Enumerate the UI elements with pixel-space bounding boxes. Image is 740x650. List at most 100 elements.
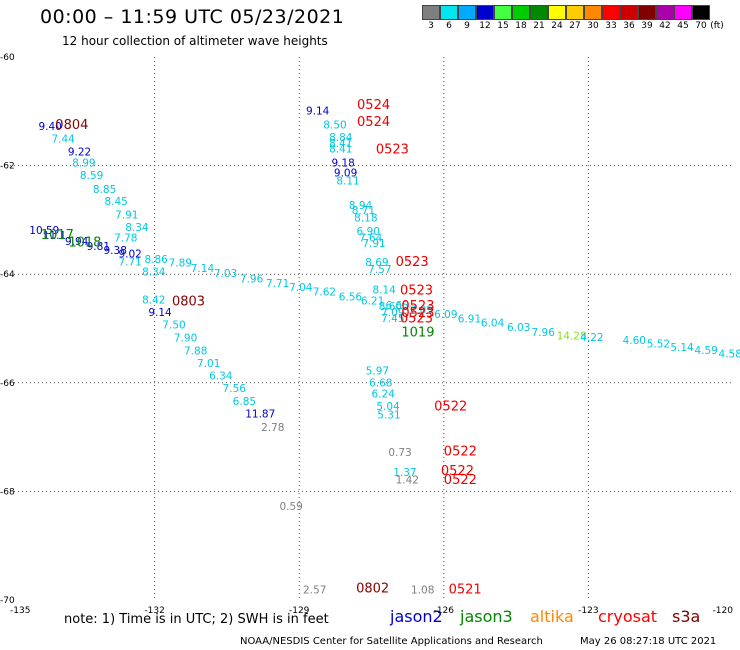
x-tick-label: -123 xyxy=(578,606,598,616)
time-label: 0522 xyxy=(441,464,474,479)
time-label: 1019 xyxy=(401,326,434,341)
swh-label: 9.14 xyxy=(306,106,330,118)
legend-swatch xyxy=(620,5,638,20)
legend-label: 27 xyxy=(569,21,581,31)
footer-note: note: 1) Time is in UTC; 2) SWH is in fe… xyxy=(64,612,329,627)
x-tick-label: -129 xyxy=(289,606,310,616)
swh-label: 7.09 xyxy=(381,307,404,319)
swh-label: 4.59 xyxy=(694,345,717,357)
legend-label: 12 xyxy=(479,21,491,31)
swh-label: 2.78 xyxy=(261,422,284,434)
legend-label: 36 xyxy=(623,21,635,31)
y-tick-label: -68 xyxy=(0,487,15,497)
swh-label: 7.03 xyxy=(214,268,237,280)
swh-label: 6.09 xyxy=(434,309,457,321)
swh-label: 1.42 xyxy=(396,474,419,486)
legend-swatch xyxy=(530,5,548,20)
swh-label: 6.56 xyxy=(339,291,363,303)
swh-label: 8.14 xyxy=(372,285,396,297)
swh-label: 7.91 xyxy=(362,238,385,250)
swh-label: 8.85 xyxy=(93,184,116,196)
swh-label: 5.04 xyxy=(376,401,400,413)
swh-label: 6.03 xyxy=(507,322,530,334)
x-tick-label: -135 xyxy=(10,606,30,616)
legend-label: 21 xyxy=(533,21,545,31)
swh-label: 5.52 xyxy=(647,339,670,351)
legend-satellite-s3a: s3a xyxy=(672,607,701,626)
swh-label: 7.45 xyxy=(381,313,404,325)
y-tick-label: -62 xyxy=(0,162,15,172)
swh-label: 6.90 xyxy=(357,226,380,238)
y-tick-label: -60 xyxy=(0,53,15,63)
swh-label: 7.96 xyxy=(532,327,556,339)
chart-subtitle: 12 hour collection of altimeter wave hei… xyxy=(62,34,328,48)
legend-label: 30 xyxy=(587,21,599,31)
swh-label: 8.71 xyxy=(352,205,375,217)
legend-swatch xyxy=(440,5,458,20)
legend-satellite-jason3: jason3 xyxy=(460,607,513,626)
swh-label: 7.01 xyxy=(197,358,220,370)
swh-label: 11.1 xyxy=(43,230,66,242)
y-tick-label: -70 xyxy=(0,596,15,606)
swh-label: 6.91 xyxy=(458,314,481,326)
swh-label: 9.02 xyxy=(118,248,141,260)
swh-label: 7.71 xyxy=(118,257,141,269)
swh-label: 9.40 xyxy=(38,121,61,133)
swh-label: 7.57 xyxy=(368,264,391,276)
swh-label: 1.08 xyxy=(411,584,434,596)
legend-label: 45 xyxy=(677,21,689,31)
swh-label: 9.38 xyxy=(104,245,127,257)
swh-label: 6.04 xyxy=(481,317,505,329)
legend-label: 70 xyxy=(695,21,707,31)
time-label: 0523 xyxy=(376,143,409,158)
swh-label: 6.85 xyxy=(233,396,256,408)
swh-label: 6.65 xyxy=(385,300,408,312)
legend-swatch xyxy=(566,5,584,20)
swh-label: 8.59 xyxy=(80,170,103,182)
legend-label: 18 xyxy=(515,21,527,31)
time-label: 0522 xyxy=(444,473,477,488)
time-label: 0524 xyxy=(357,98,390,113)
swh-label: 7.62 xyxy=(313,286,336,298)
swh-label: 7.91 xyxy=(115,209,138,221)
time-label: 0523 xyxy=(400,283,433,298)
swh-label: 7.90 xyxy=(174,333,197,345)
swh-label: 8.86 xyxy=(144,254,168,266)
swh-label: 8.42 xyxy=(142,295,165,307)
legend-label: 9 xyxy=(464,21,470,31)
swh-label: 7.78 xyxy=(114,233,137,245)
swh-label: 7.89 xyxy=(169,258,192,270)
swh-label: 0.73 xyxy=(388,447,411,459)
legend-swatch xyxy=(656,5,674,20)
swh-label: 8.69 xyxy=(365,257,388,269)
swh-label: 8.18 xyxy=(354,213,377,225)
swh-label: 4.58 xyxy=(719,348,740,360)
color-scale-legend: 3 6 9 12 15 18 21 24 27 30 33 36 39 42 4… xyxy=(422,5,740,32)
legend-swatch xyxy=(602,5,620,20)
time-label: 0804 xyxy=(55,118,88,133)
swh-label: 8.34 xyxy=(142,266,166,278)
legend-label: 15 xyxy=(497,21,509,31)
swh-label: 9.14 xyxy=(148,307,172,319)
swh-label: 10.59 xyxy=(29,225,59,237)
swh-label: 8.99 xyxy=(72,158,95,170)
legend-satellite-jason2: jason2 xyxy=(390,607,443,626)
swh-label: 8.84 xyxy=(329,132,353,144)
swh-label: 1.37 xyxy=(393,467,416,479)
swh-label: 6.68 xyxy=(369,378,392,390)
time-label: 0523 xyxy=(401,299,434,314)
time-label: 0523 xyxy=(401,306,434,321)
time-label: 0522 xyxy=(444,445,477,460)
time-label: 1017 xyxy=(41,228,74,243)
chart-title: 00:00 – 11:59 UTC 05/23/2021 xyxy=(40,6,345,28)
swh-label: 14.28 xyxy=(557,330,587,342)
swh-label: 4.22 xyxy=(580,332,603,344)
legend-swatch xyxy=(422,5,440,20)
swh-label: 6.24 xyxy=(372,388,396,400)
legend-label: 3 xyxy=(428,21,434,31)
swh-label: 2.57 xyxy=(303,584,326,596)
footer-credit: NOAA/NESDIS Center for Satellite Applica… xyxy=(240,636,543,647)
legend-label: 42 xyxy=(659,21,671,31)
